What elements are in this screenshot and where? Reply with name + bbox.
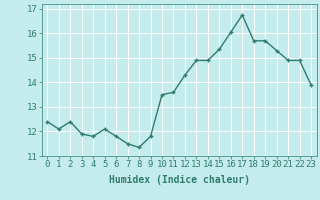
X-axis label: Humidex (Indice chaleur): Humidex (Indice chaleur) [109,175,250,185]
